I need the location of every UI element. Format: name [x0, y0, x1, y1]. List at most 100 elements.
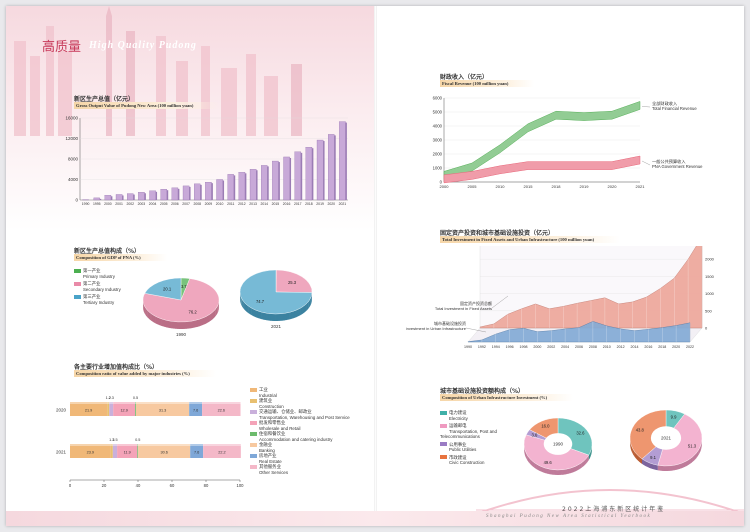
gdp-bar-side	[144, 193, 146, 200]
legend-swatch	[440, 423, 447, 428]
gdp-bar	[160, 189, 167, 201]
industry-legend-item: 工业 Industrial	[250, 387, 350, 398]
banner-title-en: High Quality Pudong	[89, 40, 197, 51]
fiscal-y-tick-label: 5000	[433, 110, 443, 115]
gdp-pie-2021-side	[242, 300, 244, 309]
urban-donut-1990-side	[585, 458, 587, 465]
gdp-bar	[227, 174, 234, 201]
gdp-bar-side	[122, 195, 124, 200]
industry-x-tick-label: 100	[237, 483, 245, 488]
industry-segment-top	[135, 402, 190, 404]
industry-value-label: 23.9	[87, 451, 94, 455]
gdp-x-tick-label: 2017	[294, 202, 302, 206]
banner-title-cn: 高质量	[42, 40, 82, 55]
gdp-pie-1990-side	[210, 312, 213, 321]
legend-label-cn: 运输邮电	[449, 423, 467, 428]
industry-segment	[107, 404, 110, 416]
industry-segment-top	[109, 402, 114, 404]
gdp-pie-2021-side	[295, 309, 298, 318]
urban-donut-1990-side	[543, 467, 546, 474]
invest-x-tick-label: 2010	[603, 345, 611, 349]
legend-label-cn: 电力建设	[449, 410, 467, 415]
invest-x-tick-label: 2014	[631, 345, 639, 349]
urban-donut-1990-year: 1990	[553, 442, 564, 447]
gdp-pie-2021-side	[280, 313, 284, 321]
gdp-pie-1990-side	[195, 319, 198, 328]
gdp-pie-2021-side	[259, 311, 262, 320]
industry-value-label: 1.3	[109, 438, 114, 442]
invest-x-tick-label: 2018	[658, 345, 666, 349]
urban-donut-1990-side	[573, 466, 576, 473]
gdp-bar-side	[233, 175, 236, 200]
legend-swatch	[250, 398, 257, 403]
header-banner: 高质量 High Quality Pudong	[42, 36, 197, 55]
urban-donut-2021-side	[691, 456, 693, 463]
gdp-bar	[104, 195, 112, 201]
page-fold	[374, 6, 377, 526]
invest-y-tick-label: 1000	[705, 291, 714, 296]
industry-value-label: 7.6	[193, 409, 198, 413]
urban-donut-2021-side	[644, 460, 647, 467]
industry-value-label: 12.9	[120, 409, 127, 413]
gdp-bar	[272, 160, 279, 201]
urban-donut-2021-side	[649, 462, 652, 469]
legend-label-en: Construction	[259, 403, 284, 409]
gdp-pie-2021-side	[266, 313, 269, 321]
gdp-pie-1990-side	[167, 320, 171, 329]
urban-donut-1990-side	[532, 461, 535, 468]
legend-label-cn: 工业	[259, 387, 268, 392]
industry-stacked-bar-chart: 2020 21.9 1.22.3 12.9 0.5 31.3 7.6 22.6 2021 23.9…	[56, 396, 245, 488]
legend-label-cn: 公用事业	[449, 441, 467, 447]
fiscal-y-tick-label: 6000	[433, 96, 443, 101]
fiscal-x-tick-label: 2010	[496, 184, 506, 189]
gdp-pie-2021-side	[243, 301, 245, 310]
urban-donut-2021-side	[639, 456, 641, 463]
gdp-legend-item: 第三产业 Tertiary Industry	[74, 294, 121, 305]
industry-x-tick-label: 0	[69, 483, 72, 488]
industry-segment-top	[117, 444, 138, 446]
gdp-x-tick-label: 2004	[149, 202, 157, 206]
gdp-pie-1990-side	[209, 313, 211, 322]
industry-segment-top	[107, 402, 110, 404]
gdp-bar-side	[244, 173, 247, 200]
urban-donut-1990-side	[571, 467, 574, 473]
fiscal-x-tick-label: 2019	[580, 184, 590, 189]
invest-x-tick-label: 2006	[575, 345, 583, 349]
urban-donut-1990-side	[546, 468, 549, 475]
gdp-bar-side	[345, 122, 347, 200]
industry-legend-item: 金融业 Banking	[250, 442, 350, 453]
urban-donut-1990-side	[556, 469, 560, 475]
urban-donut-1990-side	[530, 459, 533, 466]
industry-value-label: 21.9	[85, 409, 92, 413]
urban-donut-1990-side	[555, 469, 558, 475]
gdp-bar-side	[311, 148, 314, 200]
invest-y-tick-label: 500	[705, 308, 712, 313]
industry-segment	[138, 446, 191, 458]
fiscal-y-tick-label: 4000	[433, 124, 443, 129]
urban-donut-1990-side	[563, 469, 566, 475]
urban-donut-2021-side	[694, 453, 697, 460]
urban-donut-1990-side	[528, 457, 530, 464]
urban-donut-2021-side	[667, 465, 670, 471]
gdp-pie-1990-side	[148, 310, 150, 320]
gdp-pie-1990-side	[203, 316, 206, 325]
gdp-pie-1990-side	[205, 315, 208, 324]
industry-legend-item: 批发和零售业 Wholesale and Retail	[250, 420, 350, 431]
gdp-pie-2021-slice	[275, 269, 313, 293]
urban-donut-2021-side	[684, 461, 687, 468]
gdp-pie-1990-side	[173, 321, 176, 329]
invest-x-tick-label: 1998	[520, 345, 528, 349]
urban-donut-2021-side	[636, 454, 639, 461]
gdp-pie-2021-label: 74.7	[256, 299, 265, 304]
legend-label-en: Primary Industry	[83, 273, 115, 279]
gdp-x-tick-label: 2015	[272, 202, 280, 206]
gdp-bar-side	[200, 184, 202, 200]
gdp-x-tick-label: 2010	[216, 202, 224, 206]
urban-donut-1990-side	[582, 460, 585, 467]
fiscal-y-tick-label: 3000	[433, 138, 443, 143]
urban-donut-2021-side	[632, 448, 634, 455]
invest-y-tick-label: 2000	[705, 257, 714, 262]
urban-donut-2021-side	[687, 459, 690, 466]
gdp-x-tick-label: 2007	[182, 202, 190, 206]
urban-donut-1990-side	[536, 464, 539, 471]
